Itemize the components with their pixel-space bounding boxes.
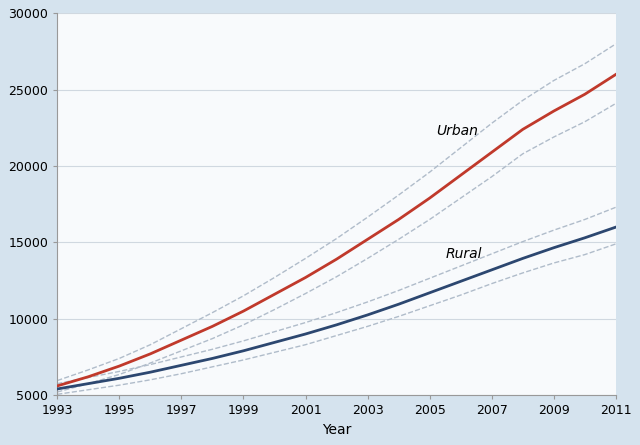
Text: Urban: Urban [436,125,477,138]
Text: Rural: Rural [445,247,482,261]
X-axis label: Year: Year [322,423,351,437]
